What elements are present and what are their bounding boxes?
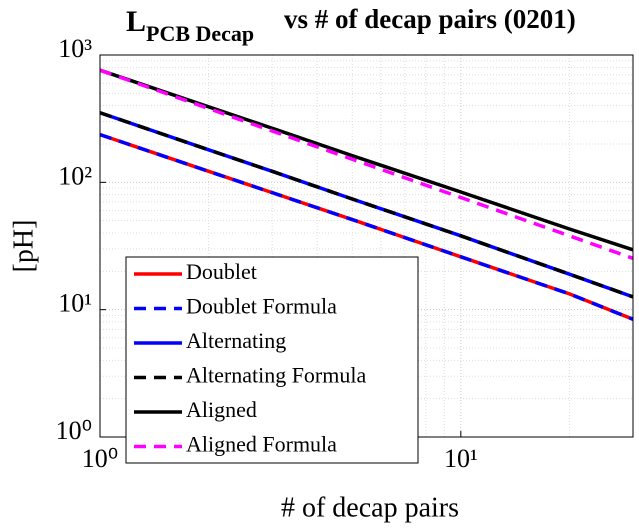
chart-title-symbol: L bbox=[126, 5, 146, 38]
y-tick-label: 10³ bbox=[58, 34, 92, 63]
legend-label: Doublet Formula bbox=[186, 294, 337, 319]
series-line bbox=[99, 68, 634, 260]
series-line bbox=[99, 132, 634, 321]
legend-label: Aligned bbox=[186, 397, 257, 422]
chart-title-subscript: PCB Decap bbox=[146, 21, 254, 46]
legend-label: Alternating Formula bbox=[186, 363, 366, 388]
series-line bbox=[99, 111, 634, 299]
chart-title: vs # of decap pairs (0201) bbox=[284, 4, 576, 34]
legend-box bbox=[125, 256, 419, 464]
legend-label: Aligned Formula bbox=[186, 432, 337, 457]
x-tick-label: 10⁰ bbox=[82, 444, 118, 473]
series-line bbox=[99, 68, 634, 252]
legend-label: Alternating bbox=[186, 328, 286, 353]
x-tick-label: 10¹ bbox=[444, 444, 478, 473]
y-tick-label: 10⁰ bbox=[56, 416, 92, 445]
legend-label: Doublet bbox=[186, 259, 257, 284]
y-tick-label: 10¹ bbox=[58, 289, 92, 318]
y-tick-label: 10² bbox=[58, 161, 92, 190]
y-axis-label: [pH] bbox=[8, 220, 39, 273]
x-axis-label: # of decap pairs bbox=[281, 492, 459, 523]
